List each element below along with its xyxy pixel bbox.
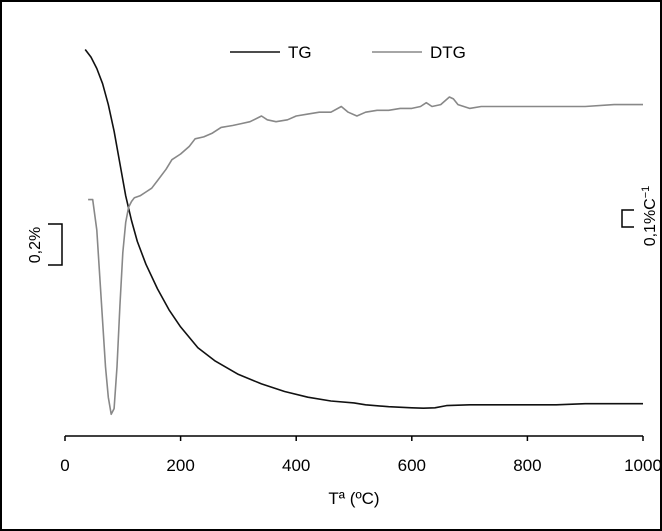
right-scale-label: 0,1%C−1 (640, 186, 659, 247)
series-layer (84, 49, 643, 416)
x-tick-label: 600 (398, 456, 426, 475)
x-tick-label: 400 (282, 456, 310, 475)
x-tick-label: 800 (513, 456, 541, 475)
left-scale-bar: 0,2% (27, 223, 63, 266)
right-scale-bar: 0,1%C−1 (621, 186, 659, 247)
legend-label-dtg: DTG (430, 43, 466, 62)
legend-label-tg: TG (288, 43, 312, 62)
legend: TG DTG (230, 43, 466, 62)
x-tick-label: 200 (166, 456, 194, 475)
x-tick-label: 0 (60, 456, 69, 475)
right-scale-label-sup: −1 (640, 186, 652, 199)
x-tick-label: 1000 (624, 456, 662, 475)
x-axis-title: Tª (ºC) (328, 489, 379, 508)
x-axis: 0 200 400 600 800 1000 (60, 435, 662, 475)
left-scale-label: 0,2% (27, 227, 44, 263)
series-line-dtg (88, 96, 643, 416)
series-line-tg (84, 49, 643, 409)
right-scale-label-base: 0,1%C (642, 198, 659, 246)
right-scale-bracket (621, 209, 634, 228)
left-scale-bracket (48, 223, 63, 266)
